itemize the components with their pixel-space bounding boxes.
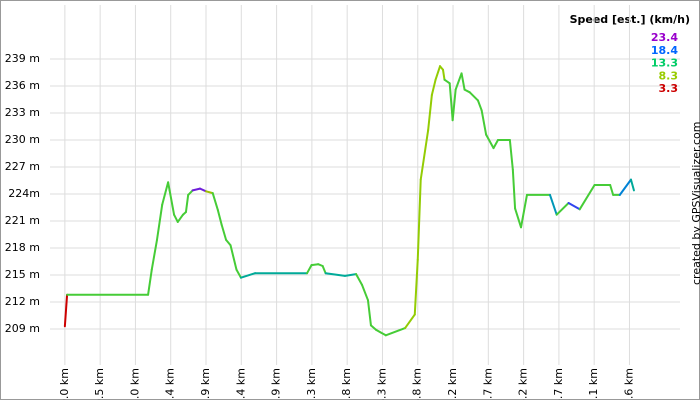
elevation-segment: [187, 189, 194, 196]
elevation-segment: [229, 244, 238, 271]
elevation-segment: [306, 264, 313, 275]
elevation-segment: [375, 328, 387, 337]
elevation-segment: [147, 268, 153, 296]
x-tick-label: 6.7 km: [552, 368, 565, 400]
elevation-segment: [578, 184, 596, 211]
elevation-segment: [419, 129, 430, 181]
elevation-segment: [476, 99, 483, 112]
elevation-segment: [451, 88, 457, 122]
elevation-segment: [567, 202, 581, 211]
elevation-segment: [168, 189, 176, 216]
elevation-segment: [235, 268, 242, 279]
x-tick-label: 3.8 km: [340, 368, 353, 400]
x-tick-label: 6.2 km: [517, 368, 530, 400]
elevation-segment: [239, 272, 257, 279]
elevation-segment: [514, 207, 523, 229]
elevation-segment: [321, 265, 327, 275]
elevation-segment: [629, 178, 635, 192]
elevation-segment: [443, 78, 451, 85]
legend-value: 8.3: [659, 69, 679, 82]
elevation-segment: [468, 91, 479, 102]
elevation-segment: [211, 192, 219, 212]
elevation-segment: [430, 78, 437, 96]
elevation-segment: [460, 72, 466, 91]
elevation-segment: [434, 65, 442, 81]
elevation-segment: [184, 193, 190, 213]
y-tick-label: 221 m: [5, 214, 40, 227]
legend-value: 23.4: [651, 31, 678, 44]
elevation-segment: [216, 209, 223, 226]
elevation-segment: [492, 139, 499, 150]
legend-value: 13.3: [651, 57, 678, 70]
elevation-segment: [150, 238, 158, 271]
y-tick-label: 212 m: [5, 295, 40, 308]
elevation-segment: [155, 203, 164, 241]
x-tick-label: 1.9 km: [199, 368, 212, 400]
elevation-segment: [618, 178, 632, 196]
elevation-segment: [555, 202, 570, 216]
x-tick-label: 4.8 km: [411, 368, 424, 400]
x-tick-label: 1.0 km: [128, 368, 141, 400]
x-tick-label: 2.4 km: [234, 368, 247, 400]
elevation-segment: [520, 193, 528, 229]
elevation-segment: [480, 109, 488, 136]
y-tick-label: 236 m: [5, 79, 40, 92]
elevation-segment: [205, 190, 214, 195]
elevation-segment: [404, 313, 416, 330]
y-tick-label: 230 m: [5, 133, 40, 146]
x-tick-label: 4.3 km: [375, 368, 388, 400]
y-tick-label: 218 m: [5, 241, 40, 254]
y-tick-label: 233 m: [5, 106, 40, 119]
elevation-segment: [384, 327, 407, 337]
elevation-segment: [413, 258, 419, 316]
x-tick-label: 0.0 km: [58, 368, 71, 400]
x-tick-label: 7.1 km: [587, 368, 600, 400]
credit: created by GPSVisualizer.com: [690, 122, 700, 285]
y-tick-label: 239 m: [5, 52, 40, 65]
elevation-segment: [366, 299, 372, 327]
y-tick-label: 209 m: [5, 322, 40, 335]
elevation-segment: [448, 82, 454, 122]
elevation-segment: [167, 181, 171, 192]
x-tick-label: 0.5 km: [93, 368, 106, 400]
x-tick-label: 5.7 km: [481, 368, 494, 400]
legend-value: 3.3: [659, 82, 679, 95]
x-tick-label: 3.3 km: [305, 368, 318, 400]
elevation-segment: [191, 187, 202, 192]
elevation-segment: [161, 181, 170, 206]
elevation-segment: [355, 273, 364, 286]
legend-value: 18.4: [651, 44, 678, 57]
y-tick-label: 224m: [8, 187, 40, 200]
elevation-segment: [609, 184, 615, 196]
elevation-segment: [220, 223, 228, 241]
elevation-segment: [310, 263, 320, 267]
elevation-segment: [63, 293, 69, 328]
elevation-segment: [176, 213, 184, 223]
elevation-segment: [324, 272, 346, 277]
elevation-segment: [508, 139, 514, 171]
elevation-segment: [369, 324, 378, 331]
elevation-segment: [173, 213, 179, 223]
elevation-segment: [361, 283, 369, 302]
elevation-segment: [225, 238, 232, 247]
x-tick-label: 7.6 km: [622, 368, 635, 400]
x-tick-label: 2.9 km: [270, 368, 283, 400]
x-tick-label: 1.4 km: [164, 368, 177, 400]
elevation-segment: [199, 187, 208, 193]
elevation-segment: [442, 68, 446, 81]
elevation-segment: [454, 72, 463, 91]
elevation-segment: [485, 133, 495, 150]
elevation-segment: [343, 273, 358, 277]
elevation-segment: [548, 193, 558, 216]
elevation-segment: [511, 168, 517, 210]
x-tick-label: 5.2 km: [446, 368, 459, 400]
y-tick-label: 215 m: [5, 268, 40, 281]
y-tick-label: 227 m: [5, 160, 40, 173]
elevation-segment: [427, 94, 433, 132]
elevation-segment: [416, 178, 422, 261]
